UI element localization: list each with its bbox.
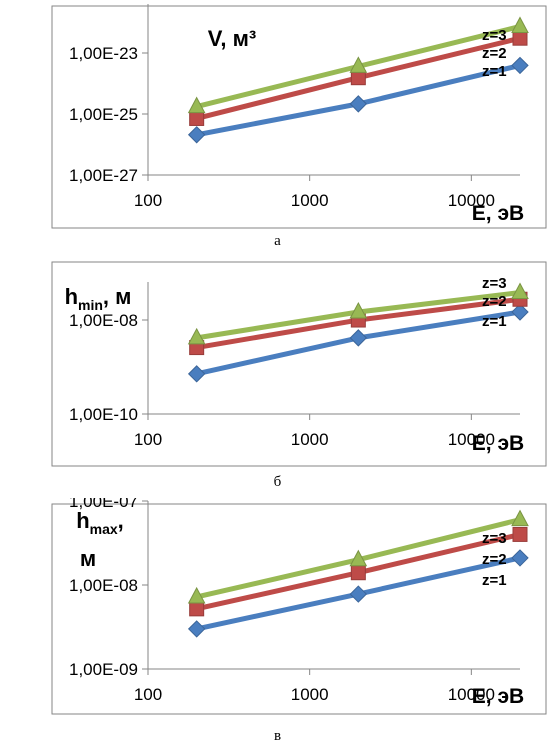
data-point-z=1 <box>511 303 529 321</box>
y-axis-label-unit: м <box>80 546 96 571</box>
legend-label-z=2: z=2 <box>482 293 507 310</box>
data-point-z=2 <box>189 110 205 126</box>
legend-label-z=3: z=3 <box>482 27 507 44</box>
data-point-z=3 <box>349 549 368 567</box>
data-point-z=1 <box>349 585 368 603</box>
legend-label-z=1: z=1 <box>482 63 507 80</box>
y-tick-label: 1,00E-27 <box>69 166 138 185</box>
x-tick-label: 1000 <box>291 430 329 449</box>
x-tick-label: 100 <box>134 430 162 449</box>
data-point-z=3 <box>511 16 529 33</box>
legend-label-z=2: z=2 <box>482 45 507 62</box>
caption-a: а <box>274 233 281 249</box>
legend-label-z=3: z=3 <box>482 275 507 292</box>
y-tick-label: 1,00E-08 <box>69 311 138 330</box>
caption-b: б <box>273 474 282 490</box>
chart-panel-c: 1,00E-09 1,00E-08 1,00E-07 100 1000 10000 E, э… <box>0 498 555 720</box>
data-point-z=2 <box>350 565 366 581</box>
chart-frame <box>51 261 547 467</box>
chart-panel-a: 1,00E-27 1,00E-25 1,00E-23 100 1000 10000 E, э… <box>0 0 555 230</box>
legend-label-z=1: z=1 <box>482 572 507 589</box>
data-point-z=2 <box>512 526 528 542</box>
y-tick-label: 1,00E-07 <box>69 498 138 511</box>
data-point-z=1 <box>187 126 206 144</box>
x-axis-label: E, эВ <box>472 685 524 708</box>
x-axis-label: E, эВ <box>472 202 524 225</box>
data-point-z=2 <box>512 30 528 46</box>
y-tick-label: 1,00E-10 <box>69 405 138 424</box>
legend-label-z=2: z=2 <box>482 551 507 568</box>
data-point-z=3 <box>511 509 529 527</box>
data-point-z=1 <box>187 365 206 383</box>
legend-label-z=3: z=3 <box>482 530 507 547</box>
x-tick-label: 1000 <box>291 191 329 210</box>
y-tick-label: 1,00E-09 <box>69 660 138 679</box>
data-point-z=1 <box>349 329 368 347</box>
y-tick-label: 1,00E-25 <box>69 105 138 124</box>
y-axis-label: hmin, м <box>65 284 132 313</box>
data-point-z=3 <box>349 301 368 319</box>
x-tick-label: 100 <box>134 191 162 210</box>
x-tick-label: 10000 <box>448 685 495 704</box>
y-tick-label: 1,00E-08 <box>69 576 138 595</box>
x-tick-label: 100 <box>134 685 162 704</box>
data-point-z=1 <box>511 56 529 75</box>
chart-panel-b: 1,00E-10 1,00E-08 100 1000 10000 E, эВ hmin, м… <box>0 256 555 471</box>
data-point-z=3 <box>187 96 206 114</box>
y-axis-label: V, м³ <box>208 26 256 51</box>
y-tick-label: 1,00E-23 <box>69 44 138 63</box>
legend-label-z=1: z=1 <box>482 313 507 330</box>
x-tick-label: 10000 <box>448 430 495 449</box>
data-point-z=3 <box>511 282 529 300</box>
x-axis-label: E, эВ <box>472 432 524 455</box>
data-point-z=3 <box>187 586 206 604</box>
data-point-z=1 <box>187 620 206 638</box>
data-point-z=3 <box>187 327 206 345</box>
data-point-z=3 <box>349 56 368 73</box>
y-axis-label: hmax, <box>76 508 124 537</box>
x-tick-label: 1000 <box>291 685 329 704</box>
caption-c: в <box>273 728 282 744</box>
data-point-z=1 <box>349 95 368 113</box>
data-point-z=1 <box>511 549 529 567</box>
x-tick-label: 10000 <box>448 191 495 210</box>
data-point-z=2 <box>189 601 205 617</box>
